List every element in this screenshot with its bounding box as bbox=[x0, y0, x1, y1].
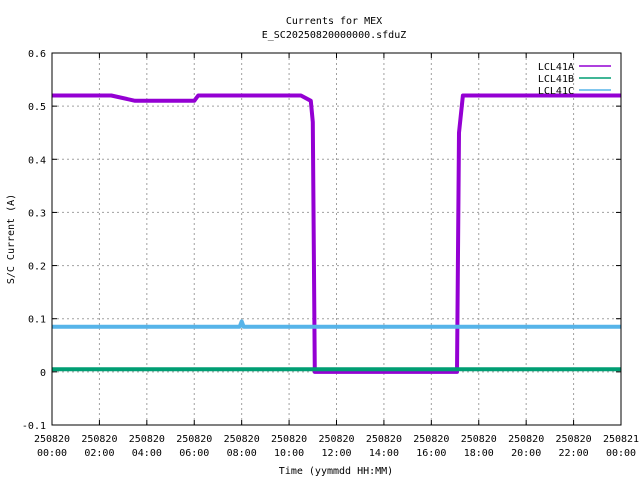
x-tick-label-time: 18:00 bbox=[464, 448, 494, 459]
series-line-lcl41c bbox=[52, 319, 621, 329]
x-tick-label-time: 12:00 bbox=[321, 448, 351, 459]
x-tick-label-time: 14:00 bbox=[369, 448, 399, 459]
y-tick-label: 0.1 bbox=[28, 315, 46, 326]
y-axis: -0.1 0 0.1 0.2 0.3 0.4 0.5 0.6 bbox=[22, 49, 621, 432]
x-tick-label-time: 08:00 bbox=[227, 448, 257, 459]
y-tick-label: 0.6 bbox=[28, 49, 46, 60]
legend-label: LCL41A bbox=[538, 62, 574, 73]
y-tick-label: 0 bbox=[40, 368, 46, 379]
x-tick-label-date: 250820 bbox=[556, 434, 592, 445]
x-tick-label-date: 250820 bbox=[366, 434, 402, 445]
y-tick-label: 0.5 bbox=[28, 102, 46, 113]
x-tick-label-date: 250820 bbox=[129, 434, 165, 445]
y-tick-label: -0.1 bbox=[22, 421, 46, 432]
x-tick-label-date: 250820 bbox=[81, 434, 117, 445]
legend-label: LCL41C bbox=[538, 86, 574, 97]
series-line-lcl41a bbox=[52, 93, 621, 374]
x-axis: 250820 00:00 250820 02:00 250820 04:00 250820 0… bbox=[34, 53, 639, 459]
x-tick-label-date: 250820 bbox=[224, 434, 260, 445]
x-tick-label-time: 20:00 bbox=[511, 448, 541, 459]
x-tick-label-time: 00:00 bbox=[37, 448, 67, 459]
x-tick-label-date: 250820 bbox=[508, 434, 544, 445]
x-tick-label-time: 04:00 bbox=[132, 448, 162, 459]
x-tick-label-date: 250820 bbox=[271, 434, 307, 445]
chart-title: Currents for MEX bbox=[286, 16, 382, 27]
x-tick-label-date: 250821 bbox=[603, 434, 639, 445]
y-tick-label: 0.3 bbox=[28, 208, 46, 219]
x-tick-label-date: 250820 bbox=[176, 434, 212, 445]
chart-subtitle: E_SC20250820000000.sfduZ bbox=[262, 30, 407, 41]
y-tick-label: 0.2 bbox=[28, 262, 46, 273]
x-tick-label-date: 250820 bbox=[413, 434, 449, 445]
x-tick-label-date: 250820 bbox=[318, 434, 354, 445]
x-tick-label-date: 250820 bbox=[34, 434, 70, 445]
x-tick-label-time: 00:00 bbox=[606, 448, 636, 459]
grid bbox=[52, 53, 621, 425]
x-tick-label-time: 10:00 bbox=[274, 448, 304, 459]
series-lines bbox=[52, 93, 621, 374]
y-tick-label: 0.4 bbox=[28, 155, 46, 166]
x-tick-label-time: 06:00 bbox=[179, 448, 209, 459]
x-tick-label-time: 02:00 bbox=[84, 448, 114, 459]
legend-label: LCL41B bbox=[538, 74, 574, 85]
x-axis-label: Time (yymmdd HH:MM) bbox=[279, 466, 393, 477]
x-tick-label-time: 16:00 bbox=[416, 448, 446, 459]
x-tick-label-date: 250820 bbox=[461, 434, 497, 445]
y-axis-label: S/C Current (A) bbox=[6, 194, 17, 284]
x-tick-label-time: 22:00 bbox=[559, 448, 589, 459]
